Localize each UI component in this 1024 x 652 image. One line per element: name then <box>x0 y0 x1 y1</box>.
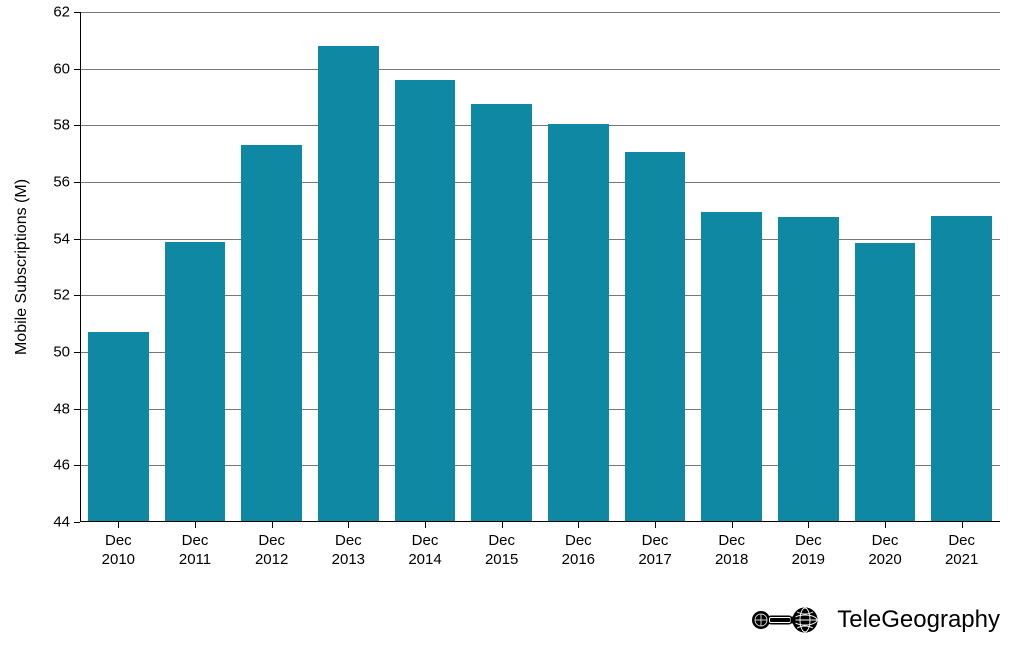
telegeography-logo: TeleGeography <box>751 606 1000 634</box>
x-tick-mark <box>348 522 349 528</box>
x-tick-label: Dec2013 <box>332 532 365 570</box>
x-tick-mark <box>808 522 809 528</box>
y-tick-label: 52 <box>53 287 70 304</box>
x-tick-label-line: 2011 <box>179 551 211 570</box>
x-tick-label-line: Dec <box>408 532 441 551</box>
x-tick-mark <box>885 522 886 528</box>
x-tick-label: Dec2012 <box>255 532 288 570</box>
bar <box>165 242 226 523</box>
y-tick-label: 58 <box>53 117 70 134</box>
x-tick-label: Dec2015 <box>485 532 518 570</box>
bar <box>931 216 992 522</box>
x-tick-label-line: Dec <box>715 532 748 551</box>
y-tick-label: 48 <box>53 400 70 417</box>
x-tick-label-line: Dec <box>255 532 288 551</box>
y-tick-mark <box>74 409 80 410</box>
bar <box>548 124 609 522</box>
y-tick-labels: 44464850525456586062 <box>0 12 70 522</box>
x-tick-label: Dec2017 <box>638 532 671 570</box>
x-tick-label-line: 2016 <box>562 551 595 570</box>
y-tick-mark <box>74 465 80 466</box>
x-tick-label: Dec2018 <box>715 532 748 570</box>
x-tick-label-line: Dec <box>485 532 518 551</box>
x-tick-mark <box>118 522 119 528</box>
x-tick-mark <box>655 522 656 528</box>
bar <box>241 145 302 522</box>
y-tick-label: 56 <box>53 174 70 191</box>
x-tick-label-line: Dec <box>792 532 825 551</box>
x-tick-label-line: Dec <box>638 532 671 551</box>
x-tick-label: Dec2019 <box>792 532 825 570</box>
x-tick-label-line: 2010 <box>102 551 135 570</box>
x-tick-label-line: Dec <box>332 532 365 551</box>
y-tick-mark <box>74 12 80 13</box>
x-tick-label-line: 2018 <box>715 551 748 570</box>
x-tick-mark <box>962 522 963 528</box>
bar <box>88 332 149 522</box>
x-tick-label-line: 2014 <box>408 551 441 570</box>
bar <box>778 217 839 522</box>
y-axis-title: Mobile Subscriptions (M) <box>13 179 31 355</box>
y-tick-mark <box>74 69 80 70</box>
x-tick-label-line: 2012 <box>255 551 288 570</box>
x-tick-label: Dec2010 <box>102 532 135 570</box>
x-tick-mark <box>578 522 579 528</box>
x-tick-labels: Dec2010Dec2011Dec2012Dec2013Dec2014Dec20… <box>80 522 1000 582</box>
x-tick-label-line: Dec <box>945 532 978 551</box>
y-tick-mark <box>74 125 80 126</box>
x-tick-label-line: 2020 <box>868 551 901 570</box>
x-tick-label: Dec2016 <box>562 532 595 570</box>
bar <box>471 104 532 522</box>
x-tick-label-line: Dec <box>102 532 135 551</box>
x-tick-label: Dec2011 <box>179 532 211 570</box>
x-tick-label-line: 2015 <box>485 551 518 570</box>
x-tick-mark <box>272 522 273 528</box>
y-tick-mark <box>74 239 80 240</box>
x-tick-mark <box>195 522 196 528</box>
x-tick-label-line: Dec <box>868 532 901 551</box>
y-tick-label: 60 <box>53 60 70 77</box>
x-tick-label-line: 2013 <box>332 551 365 570</box>
chart-container: 44 46 48 50 52 54 56 58 60 62 Mobile Subscription… <box>0 0 1024 652</box>
y-tick-mark <box>74 352 80 353</box>
x-tick-label-line: 2021 <box>945 551 978 570</box>
y-tick-mark <box>74 295 80 296</box>
x-tick-mark <box>732 522 733 528</box>
bars-group <box>80 12 1000 522</box>
y-tick-label: 54 <box>53 230 70 247</box>
x-tick-mark <box>502 522 503 528</box>
x-tick-label-line: 2019 <box>792 551 825 570</box>
x-tick-label-line: Dec <box>179 532 211 551</box>
telegeography-logo-text: TeleGeography <box>837 606 1000 634</box>
bar <box>625 152 686 522</box>
bar <box>395 80 456 522</box>
y-tick-label: 50 <box>53 344 70 361</box>
x-tick-label-line: Dec <box>562 532 595 551</box>
y-tick-label: 62 <box>53 4 70 21</box>
telegeography-logo-icon <box>751 606 829 634</box>
y-tick-mark <box>74 182 80 183</box>
x-tick-mark <box>425 522 426 528</box>
bar <box>701 212 762 522</box>
x-tick-label: Dec2020 <box>868 532 901 570</box>
x-tick-label-line: 2017 <box>638 551 671 570</box>
bar <box>318 46 379 522</box>
bar <box>855 243 916 522</box>
x-tick-label: Dec2014 <box>408 532 441 570</box>
y-tick-label: 46 <box>53 457 70 474</box>
plot-area <box>80 12 1000 522</box>
x-tick-label: Dec2021 <box>945 532 978 570</box>
y-tick-label: 44 <box>53 514 70 531</box>
